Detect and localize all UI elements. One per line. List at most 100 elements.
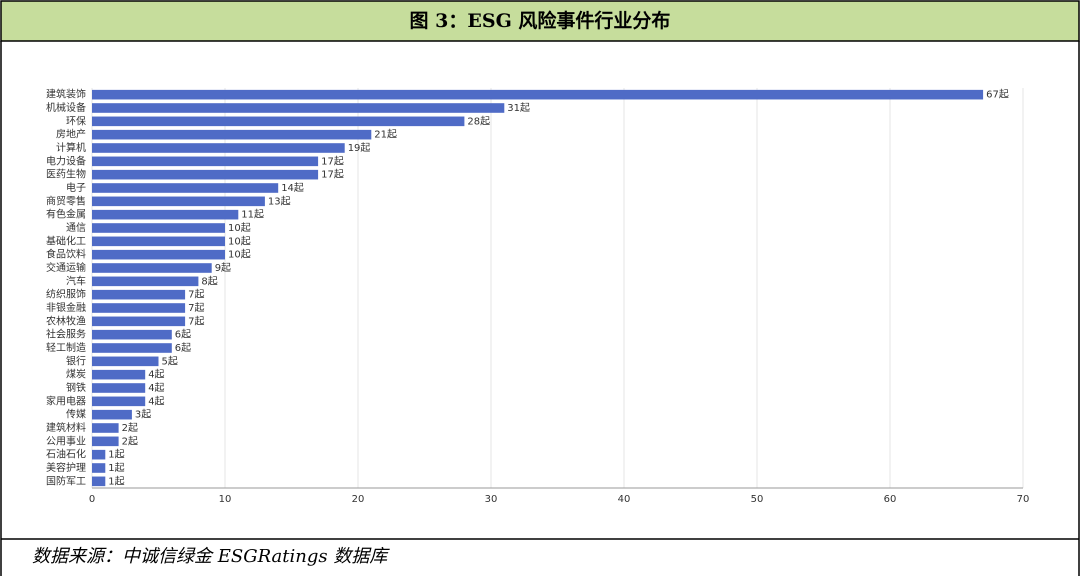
bar xyxy=(92,156,319,167)
bar xyxy=(92,223,225,233)
value-label: 5起 xyxy=(162,355,178,367)
y-tick-label: 商贸零售 xyxy=(46,194,86,207)
y-tick-label: 计算机 xyxy=(56,141,86,154)
y-tick-label: 社会服务 xyxy=(46,328,86,341)
bar xyxy=(92,196,265,207)
y-tick-label: 建筑材料 xyxy=(46,421,86,434)
value-label: 14起 xyxy=(281,182,304,194)
bar xyxy=(92,396,146,407)
bar xyxy=(92,329,172,340)
value-label: 67起 xyxy=(986,89,1009,101)
value-label: 4起 xyxy=(148,395,164,407)
value-label: 4起 xyxy=(148,382,164,394)
bar xyxy=(92,209,239,220)
bar xyxy=(92,183,279,193)
y-tick-label: 非银金融 xyxy=(46,301,86,314)
bar xyxy=(92,476,106,487)
y-tick-label: 汽车 xyxy=(66,274,86,287)
y-tick-label: 纺织服饰 xyxy=(46,288,86,301)
value-label: 7起 xyxy=(188,289,204,301)
value-label: 10起 xyxy=(228,235,251,247)
y-tick-label: 国防军工 xyxy=(46,474,86,487)
bar xyxy=(92,103,505,113)
value-label: 17起 xyxy=(321,155,344,167)
x-tick-label: 30 xyxy=(485,494,498,505)
value-label: 21起 xyxy=(374,129,397,141)
bar xyxy=(92,236,225,247)
value-label: 7起 xyxy=(188,302,204,314)
bar xyxy=(92,289,186,300)
x-tick-label: 60 xyxy=(884,494,897,505)
bar xyxy=(92,116,465,127)
y-tick-label: 电子 xyxy=(66,181,86,194)
y-tick-label: 美容护理 xyxy=(46,461,86,474)
value-label: 10起 xyxy=(228,249,251,261)
value-label: 8起 xyxy=(201,275,217,287)
value-label: 10起 xyxy=(228,222,251,234)
y-tick-label: 环保 xyxy=(66,114,86,127)
x-tick-label: 20 xyxy=(352,494,365,505)
y-tick-label: 轻工制造 xyxy=(46,341,86,354)
bar xyxy=(92,383,146,393)
bar xyxy=(92,129,372,140)
y-tick-label: 银行 xyxy=(66,354,86,367)
value-label: 2起 xyxy=(122,422,138,434)
chart-title: 图 3：ESG 风险事件行业分布 xyxy=(410,9,671,32)
x-tick-label: 10 xyxy=(219,494,232,505)
y-tick-label: 石油石化 xyxy=(46,448,86,461)
y-tick-label: 钢铁 xyxy=(66,381,86,394)
x-tick-label: 50 xyxy=(751,494,764,505)
y-tick-label: 传媒 xyxy=(66,409,86,421)
value-label: 31起 xyxy=(507,102,530,114)
value-label: 17起 xyxy=(321,169,344,181)
value-label: 6起 xyxy=(175,329,191,341)
bar xyxy=(92,343,172,353)
y-tick-label: 基础化工 xyxy=(46,234,86,247)
bar xyxy=(92,423,119,433)
value-label: 1起 xyxy=(108,475,124,487)
value-label: 6起 xyxy=(175,342,191,354)
y-tick-label: 电力设备 xyxy=(46,154,86,167)
y-tick-label: 通信 xyxy=(66,222,86,234)
value-label: 1起 xyxy=(108,462,124,474)
source-note: 数据来源：中诚信绿金 ESGRatings 数据库 xyxy=(32,546,390,567)
value-label: 3起 xyxy=(135,409,151,421)
value-label: 2起 xyxy=(122,435,138,447)
value-label: 13起 xyxy=(268,195,291,207)
bar xyxy=(92,303,186,313)
bar xyxy=(92,169,319,180)
bar xyxy=(92,249,225,260)
y-tick-label: 交通运输 xyxy=(46,261,86,274)
y-tick-label: 房地产 xyxy=(56,128,86,141)
y-tick-label: 煤炭 xyxy=(66,368,86,381)
bar xyxy=(92,436,119,447)
value-label: 1起 xyxy=(108,449,124,461)
value-label: 7起 xyxy=(188,315,204,327)
value-label: 28起 xyxy=(467,115,490,127)
title-bar xyxy=(0,0,1080,42)
x-tick-label: 40 xyxy=(618,494,631,505)
y-tick-label: 有色金属 xyxy=(46,208,86,221)
y-tick-label: 建筑装饰 xyxy=(46,88,86,101)
bar xyxy=(92,409,132,420)
bar xyxy=(92,449,106,460)
bar xyxy=(92,89,984,100)
value-label: 11起 xyxy=(241,209,264,221)
value-label: 4起 xyxy=(148,369,164,381)
bar xyxy=(92,143,345,153)
bar xyxy=(92,356,159,367)
x-tick-label: 70 xyxy=(1017,494,1030,505)
y-tick-label: 农林牧渔 xyxy=(46,314,86,327)
bar xyxy=(92,463,106,473)
y-tick-label: 食品饮料 xyxy=(46,248,86,261)
value-label: 9起 xyxy=(215,262,231,274)
y-tick-label: 家用电器 xyxy=(46,394,86,407)
bar xyxy=(92,369,146,380)
value-label: 19起 xyxy=(348,142,371,154)
y-tick-label: 机械设备 xyxy=(46,101,86,114)
bar xyxy=(92,316,186,327)
x-tick-label: 0 xyxy=(89,494,95,505)
y-tick-label: 公用事业 xyxy=(46,434,86,447)
bar xyxy=(92,263,212,273)
